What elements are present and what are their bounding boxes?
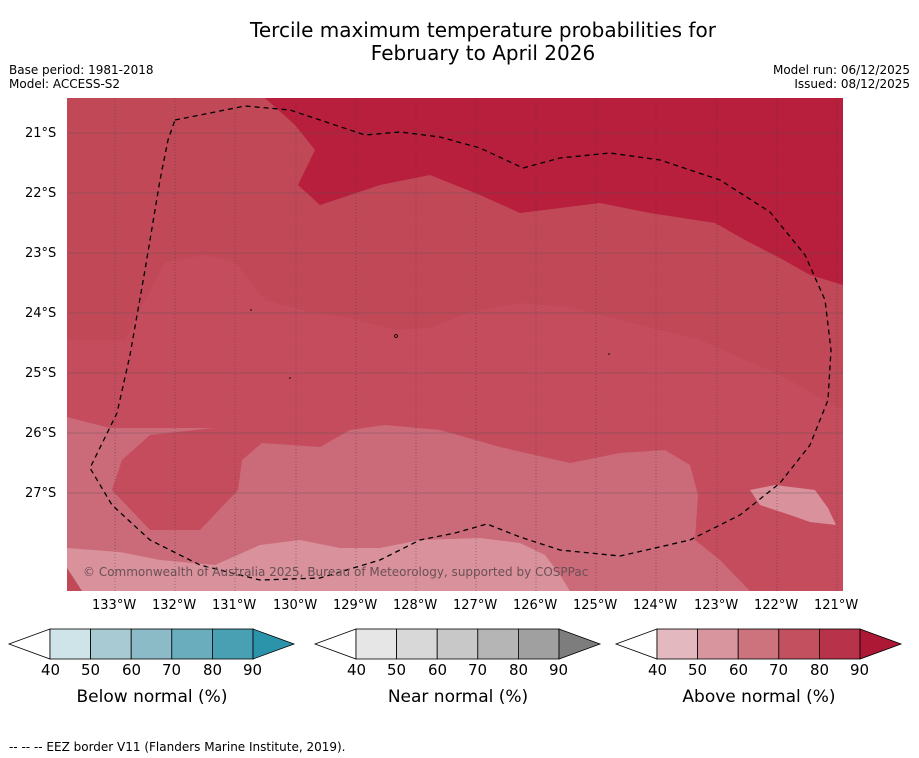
lat-label: 27°S: [25, 486, 57, 501]
lat-label: 26°S: [25, 426, 57, 441]
lat-label: 23°S: [25, 246, 57, 261]
cbar-tick: 90: [243, 661, 263, 679]
lon-label: 128°W: [393, 598, 438, 613]
cbar-tick: 80: [509, 661, 529, 679]
island-marker: [394, 334, 398, 338]
lat-label: 25°S: [25, 366, 57, 381]
cbar-tick: 70: [769, 661, 789, 679]
lon-label: 124°W: [633, 598, 678, 613]
lon-label: 132°W: [152, 598, 197, 613]
region-above-60-south: [67, 538, 570, 591]
latitude-gridlines: [67, 132, 843, 494]
lon-label: 129°W: [333, 598, 378, 613]
lon-label: 133°W: [92, 598, 137, 613]
cbar-tick: 90: [850, 661, 870, 679]
model-name: Model: ACCESS-S2: [9, 77, 121, 91]
cbar-tick: 40: [41, 661, 61, 679]
lon-label: 123°W: [694, 598, 739, 613]
map-title: Tercile maximum temperature probabilitie…: [0, 19, 919, 65]
base-period: Base period: 1981-2018: [9, 63, 154, 77]
cbar-tick: 40: [347, 661, 367, 679]
region-above-70: [67, 417, 750, 591]
cbar-tick: 60: [122, 661, 142, 679]
cbar-tick: 50: [387, 661, 407, 679]
island-marker: [250, 309, 252, 311]
lon-label: 126°W: [513, 598, 558, 613]
island-marker: [608, 353, 610, 355]
issued-date: Issued: 08/12/2025: [794, 77, 910, 91]
lon-label: 130°W: [273, 598, 318, 613]
lon-label: 131°W: [212, 598, 257, 613]
island-marker: [289, 377, 291, 379]
cbar-tick: 50: [688, 661, 708, 679]
cbar-tick: 60: [729, 661, 749, 679]
cbar-tick: 40: [648, 661, 668, 679]
cbar-tick: 80: [203, 661, 223, 679]
cbar-title-below: Below normal (%): [76, 687, 228, 707]
model-run: Model run: 06/12/2025: [772, 63, 910, 77]
lat-label: 22°S: [25, 186, 57, 201]
title-line-2: February to April 2026: [370, 41, 596, 65]
lon-label: 125°W: [573, 598, 618, 613]
probability-field: [67, 98, 843, 591]
footer-note: -- -- -- EEZ border V11 (Flanders Marine…: [9, 740, 346, 754]
cbar-tick: 70: [162, 661, 182, 679]
lon-label: 122°W: [754, 598, 799, 613]
cbar-title-above: Above normal (%): [682, 687, 836, 707]
cbar-tick: 80: [810, 661, 830, 679]
longitude-gridlines: [114, 98, 838, 591]
lat-label: 21°S: [25, 126, 57, 141]
meta-left: Base period: 1981-2018 Model: ACCESS-S2: [9, 63, 154, 91]
lon-label: 121°W: [814, 598, 859, 613]
region-above-70-corner: [67, 568, 82, 591]
region-above-60-east: [750, 485, 836, 525]
credit-text: © Commonwealth of Australia 2025, Bureau…: [83, 565, 589, 579]
lon-label: 127°W: [453, 598, 498, 613]
cbar-tick: 60: [428, 661, 448, 679]
lat-label: 24°S: [25, 306, 57, 321]
eez-border: [89, 105, 832, 581]
cbar-title-near: Near normal (%): [387, 687, 529, 707]
cbar-tick: 50: [81, 661, 101, 679]
cbar-tick: 90: [549, 661, 569, 679]
cbar-tick: 70: [468, 661, 488, 679]
meta-right: Model run: 06/12/2025 Issued: 08/12/2025: [773, 63, 910, 91]
title-line-1: Tercile maximum temperature probabilitie…: [250, 18, 716, 42]
